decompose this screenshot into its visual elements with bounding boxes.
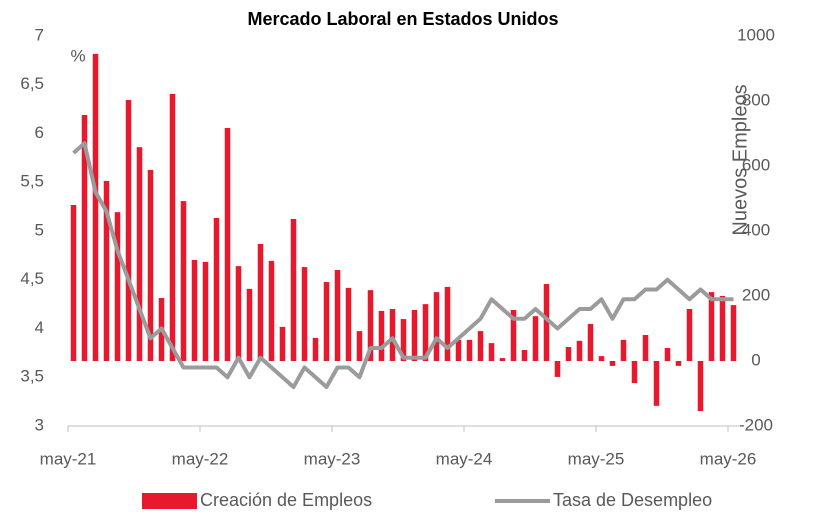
bar <box>730 305 737 361</box>
y2-tick-label: 800 <box>742 90 770 109</box>
y2-tick-label: 1000 <box>737 25 775 44</box>
bar <box>686 309 693 361</box>
bar <box>235 266 242 361</box>
bar <box>510 309 517 361</box>
y2-axis-label: Nuevos Empleos <box>729 84 751 235</box>
bar <box>92 53 99 361</box>
y-tick-label: 4,5 <box>20 269 44 288</box>
bar <box>279 326 286 361</box>
bar <box>257 244 264 361</box>
bar <box>389 309 396 361</box>
x-tick-label: may-21 <box>40 449 97 468</box>
bar <box>642 335 649 361</box>
bar <box>411 309 418 361</box>
bar <box>191 259 198 361</box>
bar <box>114 212 121 361</box>
bar <box>422 304 429 361</box>
bar <box>367 290 374 361</box>
bar <box>400 319 407 361</box>
x-tick-label: may-26 <box>700 449 757 468</box>
bar <box>554 361 561 377</box>
bar <box>246 288 253 361</box>
bar <box>455 339 462 361</box>
bar <box>345 287 352 361</box>
y-tick-label: 4 <box>35 318 44 337</box>
y2-tick-label: -200 <box>739 415 773 434</box>
bar <box>477 331 484 361</box>
bar <box>378 310 385 361</box>
bar <box>202 261 209 361</box>
chart-title: Mercado Laboral en Estados Unidos <box>247 9 558 29</box>
bar <box>301 267 308 361</box>
y-tick-label: 6 <box>35 123 44 142</box>
bar <box>664 348 671 361</box>
bar <box>444 286 451 361</box>
bar <box>565 347 572 361</box>
bar <box>180 201 187 361</box>
bar <box>653 361 660 406</box>
x-tick-label: may-24 <box>436 449 493 468</box>
bar <box>708 292 715 361</box>
bar <box>356 331 363 361</box>
bar <box>466 339 473 361</box>
x-tick-label: may-22 <box>172 449 229 468</box>
bar <box>543 283 550 361</box>
bar <box>125 100 132 362</box>
x-tick-label: may-25 <box>568 449 625 468</box>
bar <box>103 180 110 361</box>
legend-label: Creación de Empleos <box>200 490 372 510</box>
bar <box>697 361 704 412</box>
bar <box>587 323 594 361</box>
bar <box>290 218 297 361</box>
legend-swatch <box>142 493 197 509</box>
bar <box>224 127 231 361</box>
bar <box>620 339 627 361</box>
x-tick-label: may-23 <box>304 449 361 468</box>
bar <box>70 205 77 361</box>
y-tick-label: 3 <box>35 415 44 434</box>
bar <box>323 282 330 361</box>
y2-tick-label: 600 <box>742 155 770 174</box>
y2-tick-label: 0 <box>751 350 760 369</box>
bar <box>169 93 176 361</box>
bar <box>81 114 88 361</box>
y2-tick-label: 400 <box>742 220 770 239</box>
y-tick-label: 5 <box>35 220 44 239</box>
bar <box>719 296 726 361</box>
bar <box>675 361 682 366</box>
y-tick-label: 3,5 <box>20 367 44 386</box>
bar <box>598 356 605 361</box>
bar <box>532 316 539 361</box>
y-tick-label: 6,5 <box>20 74 44 93</box>
y-tick-label: 7 <box>35 25 44 44</box>
bar <box>576 340 583 361</box>
y-axis-label: % <box>70 46 85 65</box>
y-tick-label: 5,5 <box>20 172 44 191</box>
bar <box>213 218 220 361</box>
bar <box>499 358 506 361</box>
legend-label: Tasa de Desempleo <box>553 490 712 510</box>
bar <box>521 349 528 361</box>
bar <box>631 361 638 384</box>
bar <box>268 260 275 361</box>
bar <box>147 169 154 361</box>
bar <box>433 292 440 361</box>
line <box>72 141 734 389</box>
y2-tick-label: 200 <box>742 285 770 304</box>
bar <box>312 337 319 361</box>
bar <box>609 361 616 366</box>
bar <box>136 147 143 361</box>
bar <box>334 270 341 361</box>
bar <box>488 343 495 361</box>
